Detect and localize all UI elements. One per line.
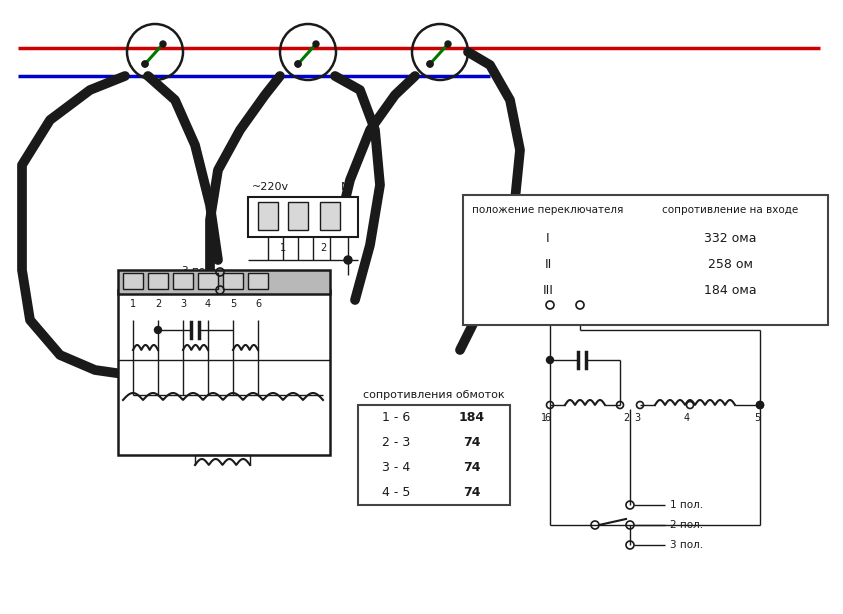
Bar	[288, 202, 308, 230]
Bar	[118, 270, 330, 294]
Text: 4: 4	[205, 299, 211, 309]
Text: 1 пол.: 1 пол.	[670, 500, 703, 510]
Text: 3 пол.: 3 пол.	[182, 266, 215, 276]
Text: 1: 1	[130, 299, 136, 309]
Text: 4 - 5: 4 - 5	[382, 486, 411, 499]
Text: 6: 6	[255, 299, 261, 309]
Text: 2 пол.: 2 пол.	[670, 520, 703, 530]
Text: 2 - 3: 2 - 3	[382, 436, 411, 449]
Circle shape	[445, 41, 451, 47]
Text: N: N	[341, 182, 349, 192]
Circle shape	[427, 61, 433, 67]
Bar	[358, 405, 510, 505]
Circle shape	[427, 61, 433, 67]
Bar	[198, 273, 218, 289]
Bar	[320, 202, 340, 230]
Bar	[248, 197, 358, 237]
Circle shape	[295, 61, 301, 67]
Text: ~220v: ~220v	[545, 290, 582, 300]
Text: 5: 5	[230, 299, 236, 309]
Text: 184 ома: 184 ома	[704, 284, 757, 297]
Text: 3 пол.: 3 пол.	[670, 540, 703, 550]
Text: 1: 1	[541, 413, 547, 423]
Text: ~220v: ~220v	[251, 182, 288, 192]
Circle shape	[142, 61, 148, 67]
Text: II: II	[545, 257, 551, 271]
Text: 74: 74	[464, 436, 481, 449]
Text: 258 ом: 258 ом	[708, 257, 753, 271]
Bar	[463, 195, 828, 325]
Text: III: III	[543, 284, 554, 297]
Circle shape	[160, 41, 166, 47]
Text: 184: 184	[459, 411, 485, 424]
Circle shape	[344, 256, 352, 264]
Text: 5: 5	[754, 413, 760, 423]
Circle shape	[756, 402, 764, 408]
Text: 1 пол.: 1 пол.	[182, 285, 215, 295]
Text: сопротивление на входе: сопротивление на входе	[663, 205, 798, 215]
Text: 4: 4	[684, 413, 690, 423]
Text: 3: 3	[634, 413, 640, 423]
Text: 74: 74	[464, 486, 481, 499]
Bar	[148, 273, 168, 289]
Text: 74: 74	[464, 461, 481, 474]
Text: положение переключателя: положение переключателя	[472, 205, 624, 215]
Circle shape	[154, 327, 162, 333]
Text: 332 ома: 332 ома	[704, 231, 757, 244]
Bar	[173, 273, 193, 289]
Circle shape	[313, 41, 319, 47]
Bar	[223, 273, 243, 289]
Text: сопротивления обмоток: сопротивления обмоток	[363, 390, 505, 400]
Text: 3: 3	[180, 299, 186, 309]
Text: 2: 2	[319, 243, 326, 253]
Circle shape	[142, 61, 148, 67]
Text: 2: 2	[155, 299, 161, 309]
Text: 1: 1	[280, 243, 286, 253]
Text: 3 - 4: 3 - 4	[382, 461, 411, 474]
Text: 1 - 6: 1 - 6	[382, 411, 411, 424]
Bar	[123, 273, 143, 289]
Bar	[118, 290, 330, 455]
Text: 2: 2	[544, 315, 550, 325]
Text: 6: 6	[544, 413, 550, 423]
Circle shape	[295, 61, 301, 67]
Bar	[258, 202, 278, 230]
Bar	[248, 273, 268, 289]
Circle shape	[546, 357, 554, 363]
Text: 2: 2	[623, 413, 629, 423]
Text: I: I	[546, 231, 550, 244]
Text: 1: 1	[579, 315, 585, 325]
